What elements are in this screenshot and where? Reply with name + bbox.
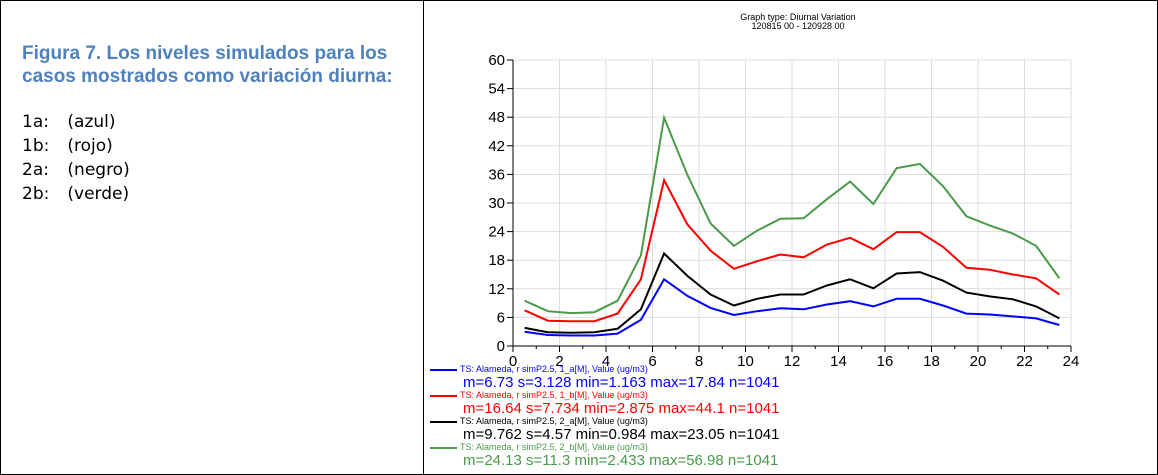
chart-title: Graph type: Diurnal Variation: [740, 12, 855, 22]
legend-series-stats: m=6.73 s=3.128 min=1.163 max=17.84 n=104…: [463, 374, 780, 391]
case-item-1a: 1a: (azul): [22, 110, 402, 134]
case-item-2b: 2b: (verde): [22, 182, 402, 206]
legend-series-stats: m=16.64 s=7.734 min=2.875 max=44.1 n=104…: [463, 400, 780, 417]
case-label: (azul): [67, 112, 116, 132]
series-line-2: [524, 177, 1060, 323]
case-label: (verde): [67, 184, 130, 204]
series-line-3: [524, 251, 1060, 334]
legend-series-name: TS: Alameda, r simP2.5, 1_a[M], Value (u…: [460, 364, 648, 374]
x-tick-label: 24: [1063, 353, 1080, 370]
legend-series-stats: m=24.13 s=11.3 min=2.433 max=56.98 n=104…: [463, 452, 778, 469]
y-tick-label: 18: [488, 252, 505, 269]
y-tick-label: 6: [497, 309, 505, 326]
case-code: 1b:: [22, 136, 50, 156]
y-tick-label: 0: [497, 338, 505, 355]
y-tick-label: 54: [488, 81, 505, 98]
series-line-1: [524, 277, 1060, 337]
case-list: 1a: (azul) 1b: (rojo) 2a: (negro) 2b: (v…: [22, 110, 402, 206]
case-item-1b: 1b: (rojo): [22, 134, 402, 158]
x-tick-label: 12: [784, 353, 801, 370]
y-tick-label: 24: [488, 224, 505, 241]
y-tick-label: 12: [488, 281, 505, 298]
x-tick-label: 4: [602, 353, 610, 370]
x-tick-label: 10: [737, 353, 754, 370]
x-tick-label: 14: [830, 353, 847, 370]
y-tick-label: 42: [488, 138, 505, 155]
case-code: 2b:: [22, 184, 50, 204]
legend-series-name: TS: Alameda, r simP2.5, 2_a[M], Value (u…: [460, 416, 648, 426]
x-tick-label: 20: [970, 353, 987, 370]
y-tick-label: 36: [488, 166, 505, 183]
chart-series-group: [524, 114, 1061, 337]
chart-grid: [513, 59, 1072, 346]
chart-legend: TS: Alameda, r simP2.5, 1_a[M], Value (u…: [430, 364, 780, 469]
x-tick-label: 18: [923, 353, 940, 370]
y-tick-label: 30: [488, 195, 505, 212]
case-item-2a: 2a: (negro): [22, 158, 402, 182]
case-code: 1a:: [22, 112, 49, 132]
x-tick-label: 8: [695, 353, 703, 370]
y-tick-label: 48: [488, 109, 505, 126]
chart-subtitle: 120815 00 - 120928 00: [751, 21, 844, 31]
case-label: (negro): [67, 160, 130, 180]
figure-title: Figura 7. Los niveles simulados para los…: [22, 43, 393, 87]
series-line-4: [524, 114, 1061, 315]
figure-caption: Figura 7. Los niveles simulados para los…: [22, 42, 402, 206]
x-tick-label: 16: [877, 353, 894, 370]
y-tick-label: 60: [488, 52, 505, 69]
legend-series-name: TS: Alameda, r simP2.5, 1_b[M], Value (u…: [460, 390, 648, 400]
x-tick-label: 22: [1016, 353, 1033, 370]
case-label: (rojo): [67, 136, 113, 156]
x-tick-label: 2: [555, 353, 563, 370]
legend-series-stats: m=9.762 s=4.57 min=0.984 max=23.05 n=104…: [463, 426, 780, 443]
legend-series-name: TS: Alameda, r simP2.5, 2_b[M], Value (u…: [460, 442, 648, 452]
x-tick-label: 0: [509, 353, 517, 370]
column-divider: [423, 0, 424, 475]
case-code: 2a:: [22, 160, 49, 180]
x-tick-label: 6: [648, 353, 656, 370]
